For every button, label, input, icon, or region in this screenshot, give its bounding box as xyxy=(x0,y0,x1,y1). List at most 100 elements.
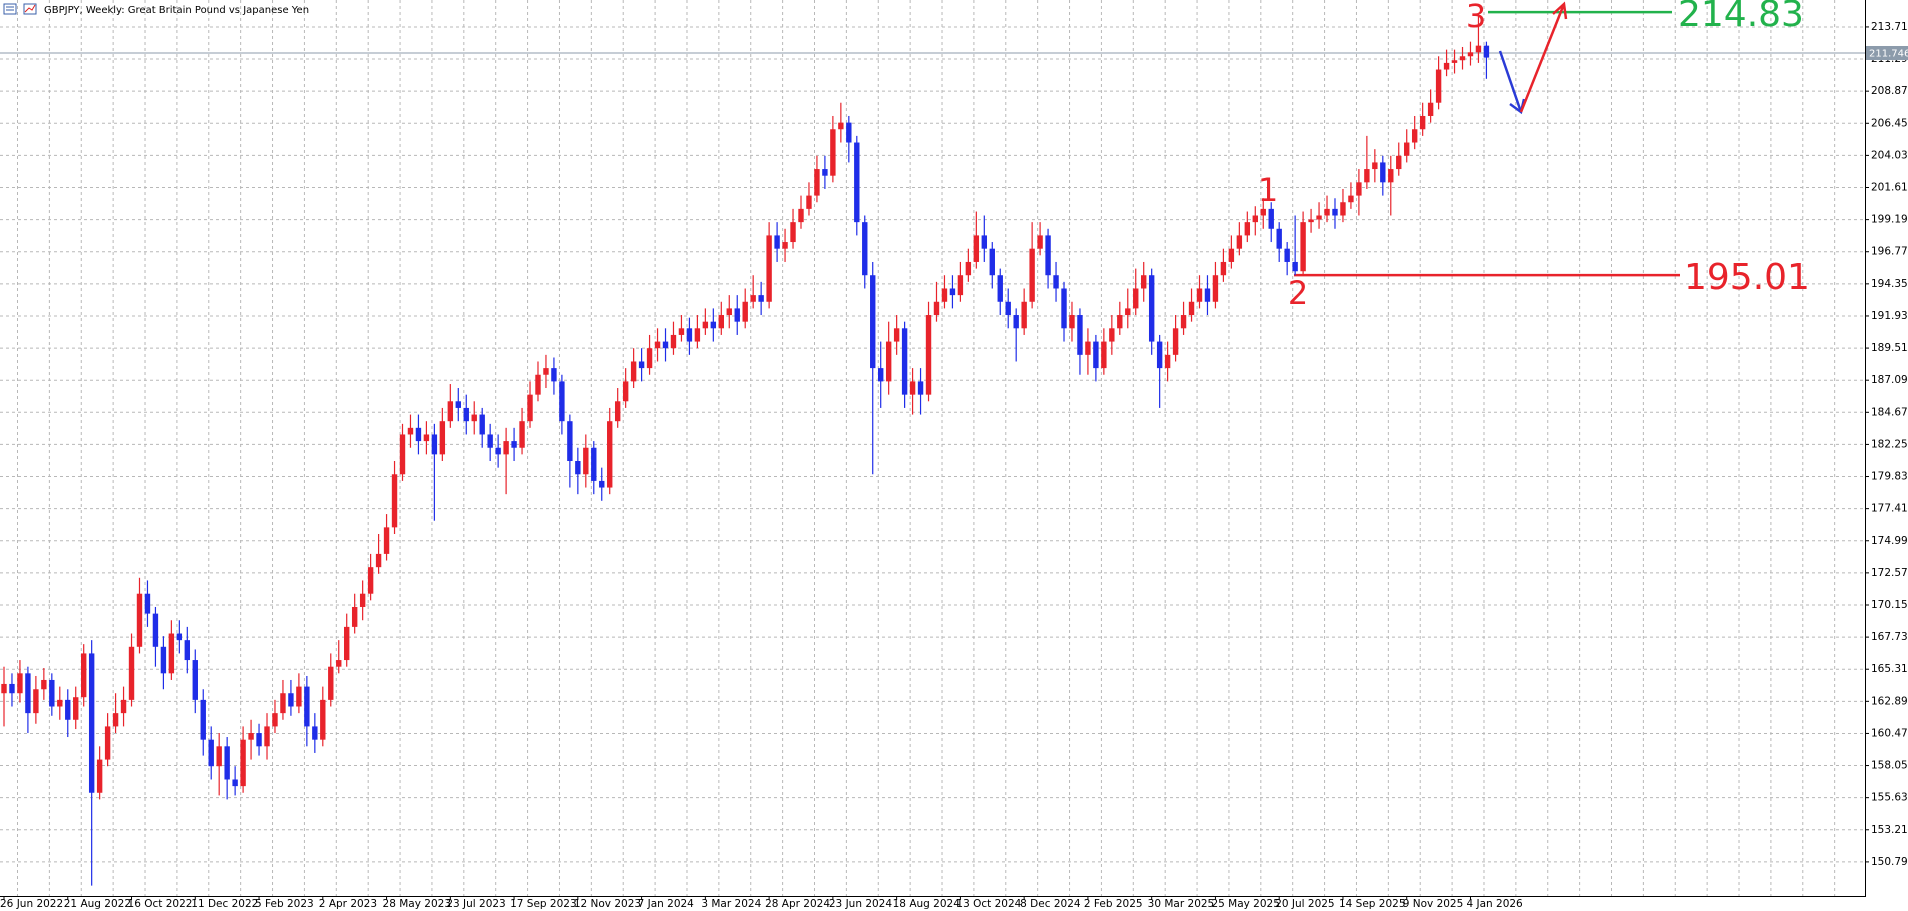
x-tick-label: 5 Feb 2023 xyxy=(255,898,314,910)
candle-body xyxy=(248,733,254,740)
price-axis-bg xyxy=(1866,0,1908,911)
candle-body xyxy=(734,308,740,322)
icon xyxy=(3,3,17,15)
candle-body xyxy=(543,368,549,375)
candle-body xyxy=(989,248,995,276)
candle-body xyxy=(1077,315,1083,355)
candle-body xyxy=(320,699,326,740)
candle-body xyxy=(1276,228,1282,249)
candle-body xyxy=(1236,235,1243,249)
candle-body xyxy=(1133,288,1139,309)
candle-body xyxy=(447,401,454,422)
candle-body xyxy=(351,606,358,627)
candle-body xyxy=(814,169,820,196)
candle-body xyxy=(1332,208,1338,216)
candle-body xyxy=(192,660,198,700)
y-tick-label: 182.250 xyxy=(1871,438,1908,450)
y-tick-label: 177.410 xyxy=(1871,503,1908,515)
candle-body xyxy=(591,447,597,481)
candle-body xyxy=(1148,275,1155,342)
candle-body xyxy=(798,208,804,223)
candle-body xyxy=(750,295,756,302)
down-arrow xyxy=(1498,50,1523,113)
candle-body xyxy=(957,275,964,296)
candle-body xyxy=(240,739,246,787)
candle-body xyxy=(112,713,119,727)
candle-body xyxy=(662,341,669,349)
y-tick-label: 208.870 xyxy=(1871,85,1908,97)
candle-body xyxy=(232,779,238,787)
candle-body xyxy=(65,699,71,720)
candle-body xyxy=(344,626,350,661)
y-tick-label: 194.350 xyxy=(1871,278,1908,290)
candle-body xyxy=(96,759,103,793)
candle-body xyxy=(216,746,222,767)
candle-body xyxy=(1316,215,1322,220)
candle-body xyxy=(702,321,709,329)
candle-body xyxy=(431,434,438,455)
candle-body xyxy=(176,633,183,641)
candle-body xyxy=(503,441,509,455)
y-tick-label: 184.670 xyxy=(1871,406,1908,418)
candle-body xyxy=(41,679,47,690)
candle-body xyxy=(1340,202,1346,216)
candle-body xyxy=(1021,301,1027,329)
x-tick-label: 2 Apr 2023 xyxy=(319,898,377,910)
y-tick-label: 189.510 xyxy=(1871,342,1908,354)
candle-body xyxy=(1053,275,1059,289)
candle-body xyxy=(1220,261,1227,276)
candle-body xyxy=(630,361,637,382)
candle-body xyxy=(965,261,972,276)
candle-body xyxy=(1308,219,1314,223)
up-arrowhead xyxy=(1552,1,1568,20)
x-tick-label: 28 May 2023 xyxy=(383,898,451,910)
x-tick-label: 20 Jul 2025 xyxy=(1275,898,1334,910)
candle-body xyxy=(168,633,175,674)
candle-body xyxy=(1141,275,1147,289)
candle-body xyxy=(1292,261,1298,272)
candle-body xyxy=(901,328,908,395)
wave-label: 2 xyxy=(1288,274,1308,312)
x-tick-label: 8 Dec 2024 xyxy=(1020,898,1081,910)
candle-body xyxy=(1268,208,1274,229)
candle-body xyxy=(312,726,318,740)
candle-body xyxy=(870,275,876,369)
candle-body xyxy=(519,421,525,448)
candle-body xyxy=(304,686,310,727)
x-tick-label: 17 Sep 2023 xyxy=(510,898,577,910)
candle-body xyxy=(1356,182,1362,196)
price-label: 211.746 xyxy=(1869,49,1908,60)
y-tick-label: 187.090 xyxy=(1871,374,1908,386)
candle-body xyxy=(264,726,270,747)
candle-body xyxy=(909,381,916,395)
x-tick-label: 12 Nov 2023 xyxy=(574,898,641,910)
candle-body xyxy=(885,341,892,382)
candle-body xyxy=(1244,222,1251,236)
y-tick-label: 162.890 xyxy=(1871,695,1908,707)
candle-body xyxy=(774,235,780,249)
candle-body xyxy=(854,142,860,223)
icon xyxy=(23,3,37,15)
wave-label: 3 xyxy=(1466,0,1486,35)
level-label: 214.83 xyxy=(1678,0,1804,35)
candle-body xyxy=(1380,162,1386,183)
candle-body xyxy=(1013,315,1019,329)
candle-body xyxy=(1475,45,1482,53)
candle-body xyxy=(1467,52,1474,57)
candle-body xyxy=(1388,169,1394,183)
candle-body xyxy=(136,593,143,647)
candle-body xyxy=(272,713,278,727)
candle-body xyxy=(622,381,629,402)
candle-body xyxy=(846,122,852,143)
candle-body xyxy=(973,235,980,262)
y-tick-label: 172.570 xyxy=(1871,567,1908,579)
candle-body xyxy=(758,295,764,302)
candle-body xyxy=(144,593,151,614)
candle-body xyxy=(495,447,501,455)
candle-body xyxy=(1260,208,1266,216)
candle-body xyxy=(1284,248,1290,262)
candle-body xyxy=(1,683,7,694)
candle-body xyxy=(1411,129,1418,143)
candle-body xyxy=(742,301,748,322)
